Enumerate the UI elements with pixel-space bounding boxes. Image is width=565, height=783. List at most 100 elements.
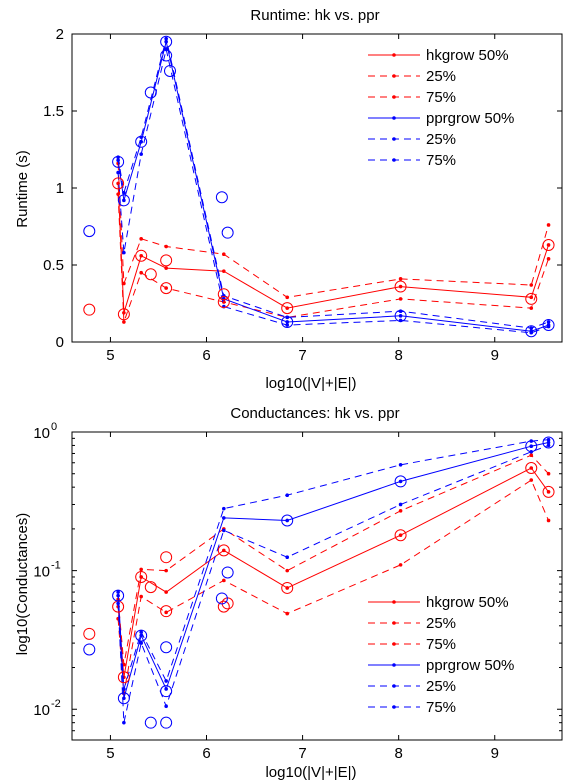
runtime-series-point xyxy=(122,191,126,195)
conductances-series-point xyxy=(285,519,289,523)
runtime-series-point xyxy=(529,296,533,300)
conductances-y-tick-label: 10 xyxy=(33,564,50,581)
conductances-x-label: log10(|V|+|E|) xyxy=(265,764,356,781)
conductances-y-tick-exponent: -2 xyxy=(51,698,61,710)
runtime-legend-swatch-dot xyxy=(392,137,396,141)
runtime-y-tick-label: 1.5 xyxy=(43,103,64,120)
runtime-x-tick-label: 8 xyxy=(394,347,402,364)
runtime-series-point xyxy=(547,320,551,324)
runtime-series-line-0 xyxy=(118,183,548,312)
conductances-x-tick-label: 9 xyxy=(491,745,499,762)
runtime-series-point xyxy=(139,271,143,275)
conductances-series-point xyxy=(529,478,533,482)
conductances-series-point xyxy=(399,533,403,537)
conductances-circle-marker xyxy=(84,644,95,655)
conductances-series-point xyxy=(139,641,143,645)
runtime-series-point xyxy=(285,320,289,324)
runtime-legend-label: 75% xyxy=(426,89,456,106)
conductances-series-point xyxy=(116,590,120,594)
runtime-legend-swatch-dot xyxy=(392,95,396,99)
runtime-legend-swatch-dot xyxy=(392,158,396,162)
runtime-legend: hkgrow 50% 25% 75% pprgrow 50% 25% 75% xyxy=(362,46,552,180)
runtime-series-point xyxy=(399,277,403,281)
runtime-series-point xyxy=(547,243,551,247)
runtime-series-point xyxy=(285,323,289,327)
runtime-x-tick-label: 5 xyxy=(106,347,114,364)
conductances-title: Conductances: hk vs. ppr xyxy=(230,405,399,422)
runtime-legend-label: hkgrow 50% xyxy=(426,47,509,64)
conductances-series-point xyxy=(399,503,403,507)
conductances-series-point xyxy=(122,687,126,691)
runtime-legend-swatch-dot xyxy=(392,116,396,120)
conductances-circle-marker xyxy=(145,717,156,728)
runtime-circle-marker xyxy=(84,226,95,237)
conductances-legend-label: 25% xyxy=(426,678,456,695)
conductances-series-point xyxy=(399,463,403,467)
runtime-legend-label: 25% xyxy=(426,68,456,85)
conductances-legend-swatch-dot xyxy=(392,621,396,625)
runtime-legend-label: 75% xyxy=(426,152,456,169)
conductances-series-point xyxy=(529,453,533,457)
runtime-series-point xyxy=(122,282,126,286)
conductances-series-point xyxy=(164,679,168,683)
runtime-series-point xyxy=(285,296,289,300)
conductances-y-tick-exponent: -1 xyxy=(51,560,61,572)
conductances-series-point xyxy=(529,444,533,448)
conductances-series-point xyxy=(222,507,226,511)
runtime-series-point xyxy=(547,223,551,227)
conductances-circle-marker xyxy=(161,642,172,653)
runtime-series-point xyxy=(139,152,143,156)
runtime-series-point xyxy=(222,269,226,273)
conductances-series-point xyxy=(139,568,143,572)
conductances-series-point xyxy=(547,490,551,494)
conductances-series-point xyxy=(139,595,143,599)
runtime-series-point xyxy=(529,326,533,330)
runtime-series-point xyxy=(116,171,120,175)
conductances-series-point xyxy=(222,529,226,533)
conductances-series-point xyxy=(399,509,403,513)
runtime-circle-marker xyxy=(145,269,156,280)
conductances-series-point xyxy=(547,444,551,448)
conductances-legend-label: 75% xyxy=(426,636,456,653)
runtime-series-point xyxy=(139,237,143,241)
runtime-series-point xyxy=(122,251,126,255)
conductances-series-point xyxy=(116,602,120,606)
conductances-y-tick-label: 10 xyxy=(33,425,50,442)
runtime-title: Runtime: hk vs. ppr xyxy=(250,7,379,24)
runtime-legend-swatch-dot xyxy=(392,74,396,78)
conductances-series-point xyxy=(222,516,226,520)
conductances-series-point xyxy=(222,579,226,583)
runtime-series-point xyxy=(285,306,289,310)
conductances-series-point xyxy=(399,480,403,484)
runtime-legend-label: pprgrow 50% xyxy=(426,110,514,127)
conductances-legend-swatch-dot xyxy=(392,663,396,667)
runtime-plot-area: 5 6 7 8 9 0 0.5 1 1.5 2 hkgrow 50% 25% 75% pprgrow 50… xyxy=(43,26,562,364)
runtime-series-point xyxy=(122,199,126,203)
conductances-legend: hkgrow 50%25%75%pprgrow 50%25%75% xyxy=(362,593,552,727)
conductances-chart: Conductances: hk vs. ppr 5 6 7 8 910-210-110… xyxy=(14,405,562,781)
runtime-y-tick-label: 0 xyxy=(56,334,64,351)
runtime-legend-swatch-dot xyxy=(392,53,396,57)
conductances-x-tick-label: 7 xyxy=(298,745,306,762)
runtime-y-tick-label: 0.5 xyxy=(43,257,64,274)
runtime-x-tick-label: 9 xyxy=(491,347,499,364)
conductances-series-point xyxy=(285,493,289,497)
runtime-series-point xyxy=(399,285,403,289)
conductances-series-point xyxy=(529,466,533,470)
conductances-circle-marker xyxy=(218,601,229,612)
conductances-series-point xyxy=(164,705,168,709)
conductances-circle-marker xyxy=(84,628,95,639)
runtime-series-point xyxy=(122,320,126,324)
runtime-series-point xyxy=(529,283,533,287)
conductances-y-tick-exponent: 0 xyxy=(51,421,57,433)
runtime-legend-label: 25% xyxy=(426,131,456,148)
conductances-legend-swatch-dot xyxy=(392,600,396,604)
conductances-series-point xyxy=(122,721,126,725)
conductances-x-tick-label: 6 xyxy=(202,745,210,762)
conductances-series-point xyxy=(399,563,403,567)
conductances-circle-marker xyxy=(161,717,172,728)
conductances-y-label: log10(Conductances) xyxy=(14,513,31,656)
conductances-series-point xyxy=(164,590,168,594)
